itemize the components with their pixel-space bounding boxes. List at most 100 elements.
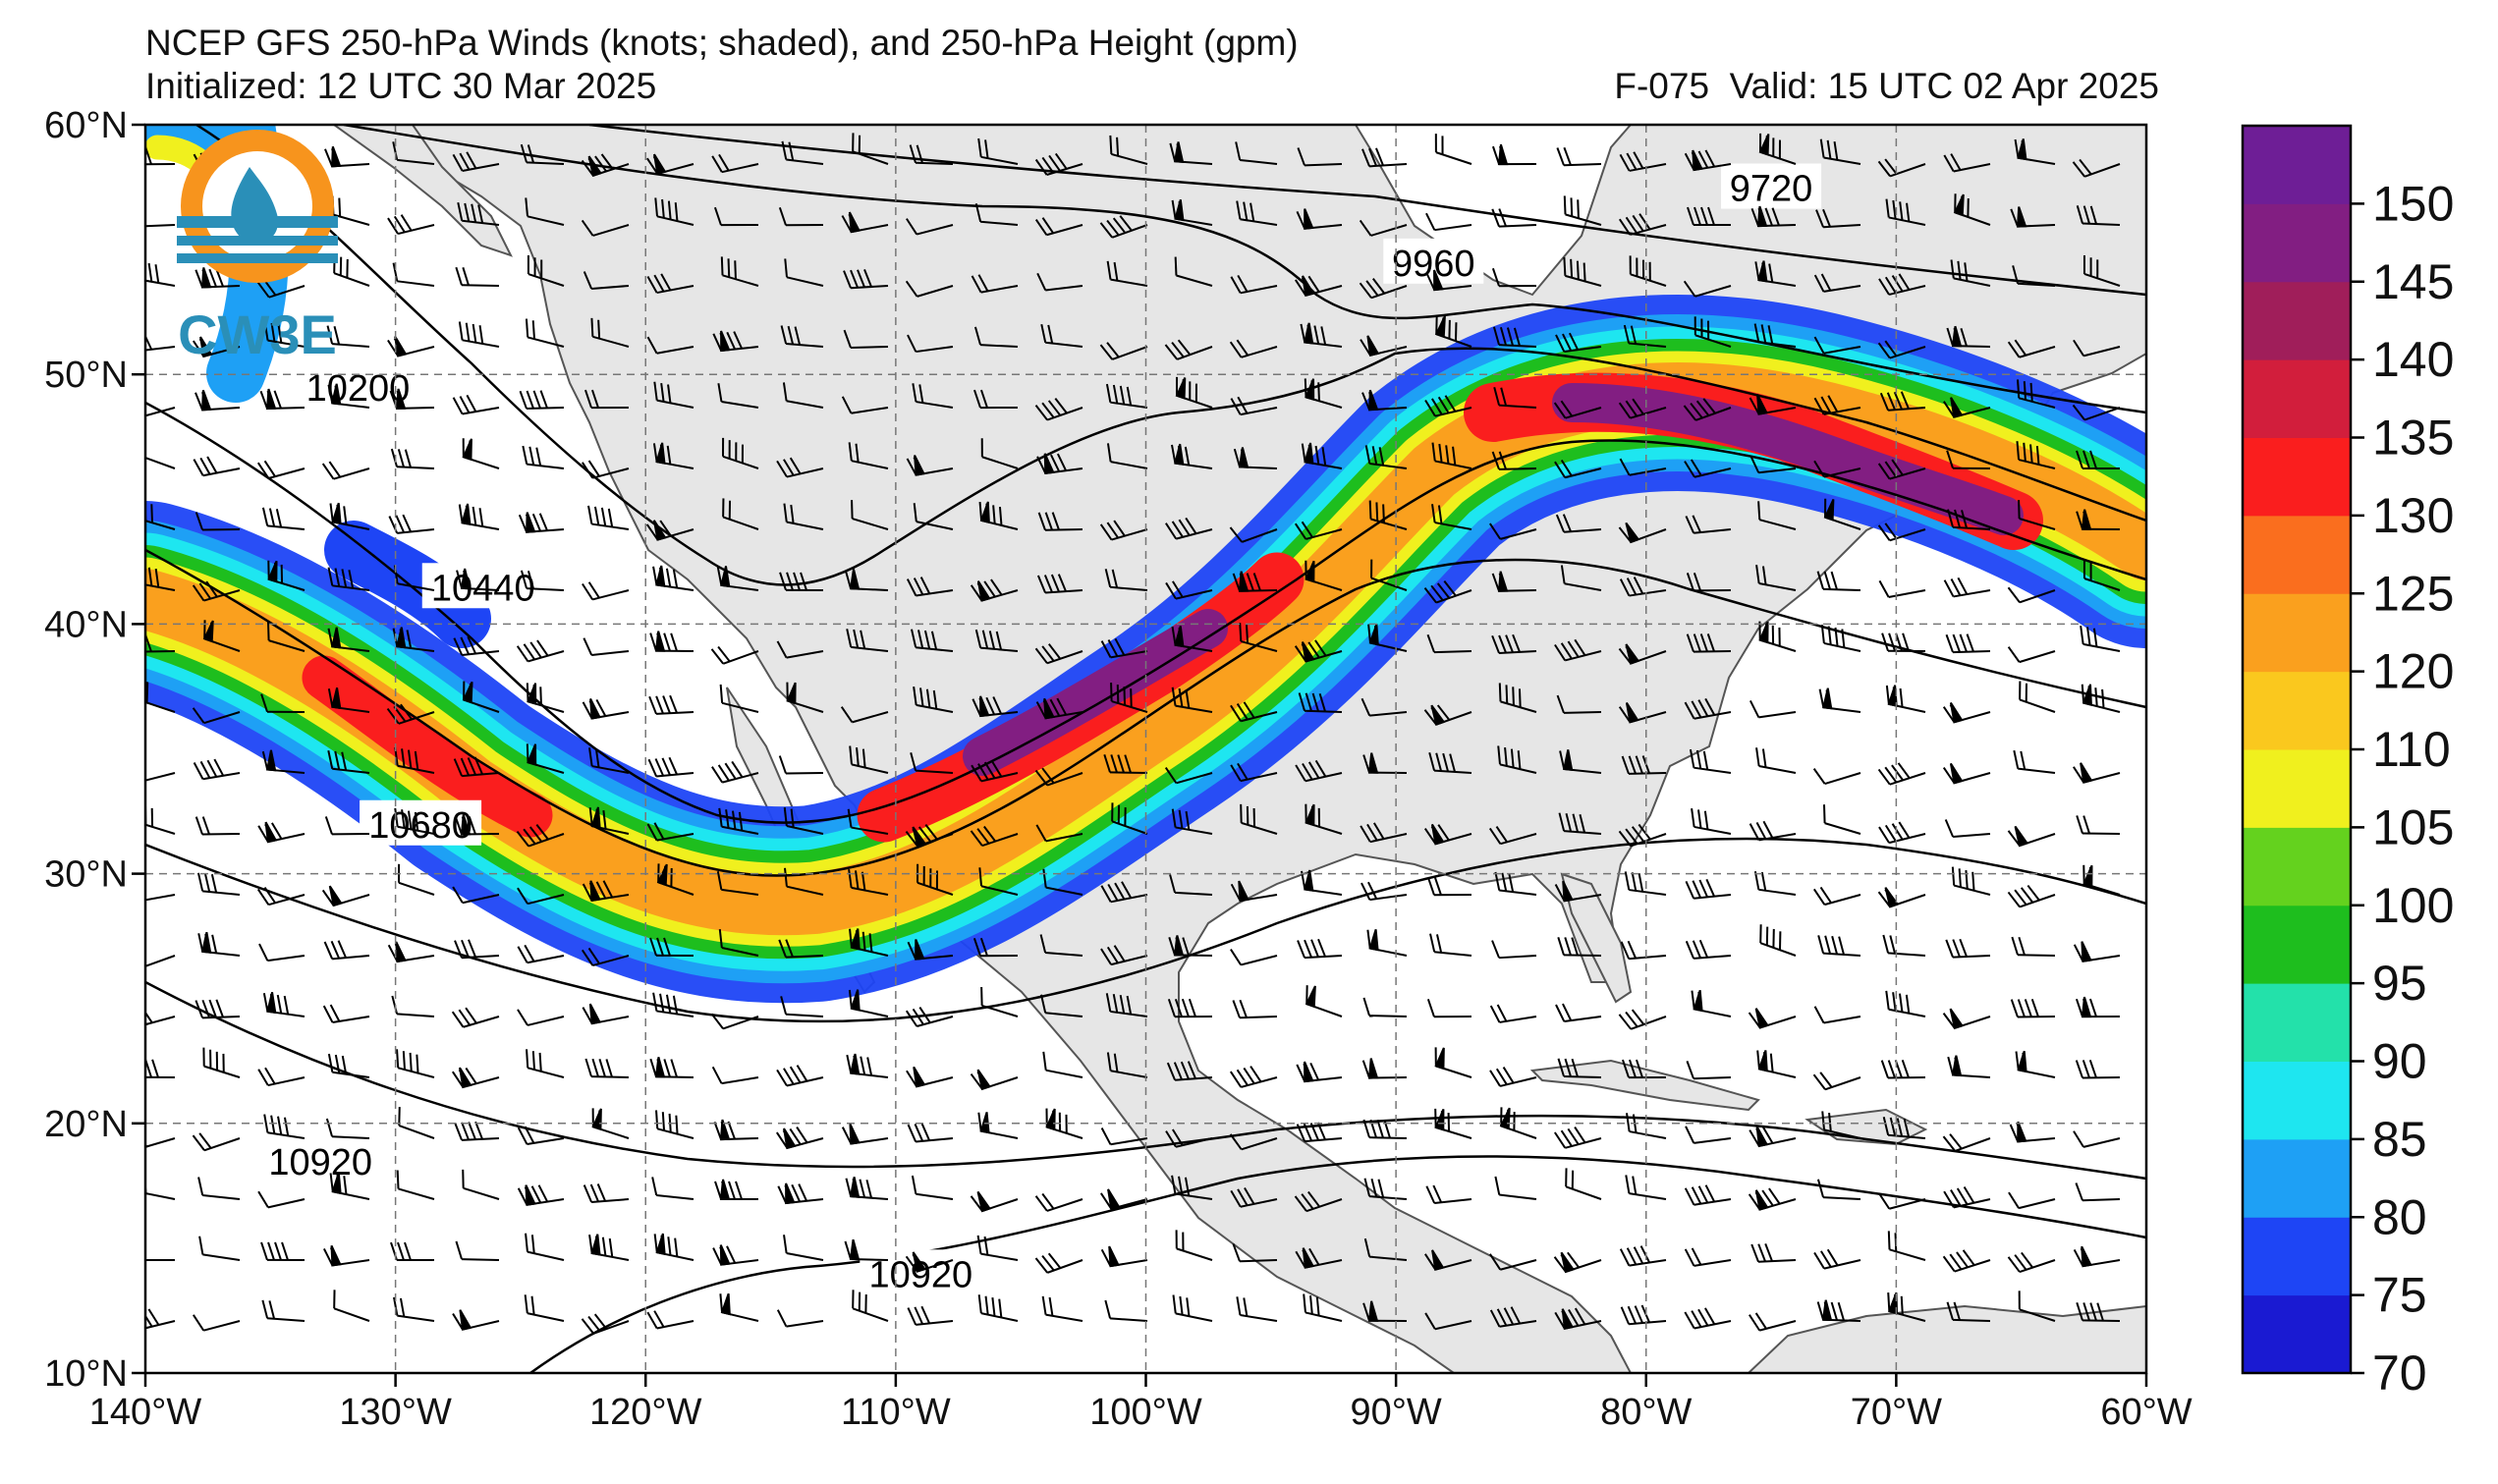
wind-barb (1232, 571, 1278, 592)
wind-barb (1942, 1008, 1991, 1030)
colorbar-swatch (2243, 1061, 2351, 1140)
wind-barb (1877, 340, 1926, 359)
wind-barb (581, 219, 630, 237)
wind-barb (977, 1294, 1019, 1322)
wind-barb (145, 1173, 176, 1200)
wind-barb (841, 1124, 889, 1145)
lon-tick-label: 70°W (1851, 1392, 1942, 1433)
wind-barb (776, 457, 824, 478)
wind-barb (716, 871, 759, 896)
wind-barb (906, 1066, 954, 1088)
wind-barb (970, 1069, 1019, 1091)
wind-barb (1175, 376, 1213, 409)
wind-barb (2073, 1245, 2121, 1268)
wind-barb (1944, 819, 1991, 838)
wind-barb (655, 1110, 694, 1139)
wind-barb (194, 512, 241, 531)
wind-barb (1946, 450, 1991, 469)
wind-barb (1103, 753, 1148, 774)
wind-barb (1042, 1051, 1083, 1078)
wind-barb (324, 145, 370, 168)
wind-barb (2018, 1291, 2056, 1322)
wind-barb (1817, 935, 1861, 957)
wind-barb (1554, 880, 1602, 903)
wind-barb (2075, 996, 2121, 1018)
wind-barb (1619, 1245, 1667, 1267)
wind-barb (194, 389, 241, 412)
wind-barb (2082, 254, 2121, 287)
wind-barb (1100, 945, 1148, 966)
wind-barb (973, 326, 1019, 348)
wind-barb (1812, 1072, 1861, 1091)
wind-barb (1100, 1188, 1148, 1211)
wind-barb (2019, 681, 2056, 713)
wind-barb (2013, 749, 2056, 774)
wind-barb (517, 1009, 565, 1026)
wind-barb (652, 565, 694, 591)
wind-barb (452, 1309, 500, 1331)
colorbar-tick-label: 95 (2372, 956, 2427, 1011)
wind-barb (1431, 504, 1472, 530)
wind-barb (1946, 325, 1991, 348)
wind-barb (711, 153, 759, 174)
wind-barb (841, 211, 889, 234)
wind-barb (396, 1170, 435, 1200)
wind-barb (260, 1241, 305, 1261)
wind-barb (848, 989, 889, 1017)
wind-barb (848, 868, 889, 896)
wind-barb (267, 560, 305, 591)
wind-barb (1560, 565, 1602, 591)
wind-barb (1106, 260, 1148, 287)
wind-barb (1232, 1243, 1278, 1263)
wind-barb (1105, 383, 1148, 409)
wind-barb (1235, 141, 1278, 165)
wind-barb (1942, 702, 1991, 724)
wind-barb (1622, 1059, 1667, 1079)
wind-barb (1230, 274, 1278, 295)
wind-barb (1691, 989, 1732, 1017)
wind-barb (327, 1053, 370, 1078)
colorbar-swatch (2243, 1294, 2351, 1374)
wind-barb (1362, 997, 1408, 1017)
wind-barb (1041, 1295, 1083, 1322)
wind-barb (1950, 259, 1991, 287)
wind-barb (1298, 692, 1343, 713)
wind-barb (327, 627, 370, 652)
wind-barb (977, 1112, 1019, 1139)
wind-barb (649, 937, 694, 957)
wind-barb (257, 821, 305, 844)
colorbar-swatch (2243, 593, 2351, 673)
wind-barb (2080, 625, 2121, 652)
wind-barb (1813, 395, 1861, 415)
wind-barb (710, 1013, 759, 1030)
wind-barb (1171, 1175, 1213, 1200)
wind-barb (912, 383, 954, 409)
wind-barb (1556, 694, 1602, 714)
wind-barb (1424, 1249, 1472, 1271)
wind-barb (653, 381, 694, 409)
colorbar-swatch (2243, 126, 2351, 204)
wind-barb (1563, 256, 1602, 287)
wind-barb (327, 749, 370, 774)
wind-barb (720, 256, 759, 287)
wind-barb (1303, 1293, 1343, 1322)
wind-barb (907, 939, 954, 961)
wind-barb (525, 197, 565, 226)
wind-barb (645, 520, 694, 541)
wind-barb (1555, 514, 1602, 533)
wind-barb (780, 325, 824, 348)
logo-text: CW3E (178, 303, 337, 365)
wind-barb (2017, 379, 2056, 409)
wind-barb (1425, 212, 1472, 232)
wind-barb (1618, 522, 1667, 544)
wind-barb (778, 207, 824, 227)
wind-barb (256, 460, 305, 479)
wind-barb (1230, 396, 1278, 416)
wind-barb (452, 886, 500, 905)
wind-barb (387, 336, 435, 357)
wind-barb (782, 382, 824, 409)
wind-barb (1813, 1248, 1861, 1270)
wind-barb (196, 872, 241, 896)
wind-barb (1882, 1117, 1926, 1139)
wind-barb (1305, 803, 1343, 835)
